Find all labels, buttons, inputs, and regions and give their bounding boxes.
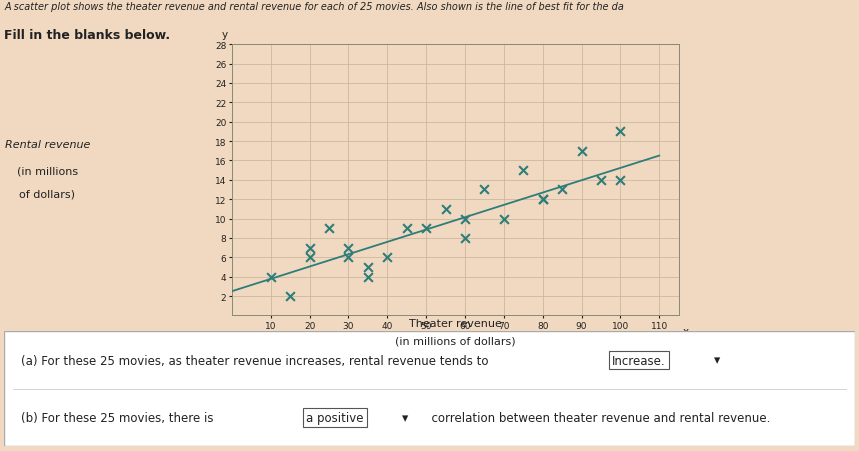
Text: Fill in the blanks below.: Fill in the blanks below. bbox=[4, 29, 170, 42]
Text: A scatter plot shows the theater revenue and rental revenue for each of 25 movie: A scatter plot shows the theater revenue… bbox=[4, 2, 624, 12]
Point bbox=[283, 293, 297, 300]
Point bbox=[458, 216, 472, 223]
Text: y: y bbox=[222, 30, 228, 40]
Text: Theater revenue: Theater revenue bbox=[409, 318, 502, 328]
Text: Increase.: Increase. bbox=[612, 354, 666, 367]
Text: of dollars): of dollars) bbox=[19, 189, 76, 199]
Point bbox=[361, 273, 375, 281]
Point bbox=[381, 254, 394, 261]
Point bbox=[302, 244, 316, 252]
Point bbox=[361, 264, 375, 271]
Text: (in millions of dollars): (in millions of dollars) bbox=[395, 336, 515, 346]
Point bbox=[555, 186, 569, 193]
Point bbox=[497, 216, 511, 223]
Point bbox=[399, 225, 413, 232]
Point bbox=[536, 196, 550, 203]
Text: (a) For these 25 movies, as theater revenue increases, rental revenue tends to: (a) For these 25 movies, as theater reve… bbox=[21, 354, 492, 367]
Point bbox=[516, 167, 530, 175]
Text: correlation between theater revenue and rental revenue.: correlation between theater revenue and … bbox=[423, 411, 770, 424]
Point bbox=[419, 225, 433, 232]
FancyBboxPatch shape bbox=[4, 331, 855, 446]
Point bbox=[302, 254, 316, 261]
Point bbox=[342, 254, 356, 261]
Text: a positive: a positive bbox=[306, 411, 363, 424]
Point bbox=[264, 273, 277, 281]
Point bbox=[613, 129, 627, 136]
Point bbox=[458, 235, 472, 242]
Text: Rental revenue: Rental revenue bbox=[4, 139, 90, 149]
Point bbox=[575, 148, 588, 155]
Point bbox=[322, 225, 336, 232]
Point bbox=[342, 244, 356, 252]
Point bbox=[613, 177, 627, 184]
Point bbox=[536, 196, 550, 203]
Point bbox=[439, 206, 453, 213]
Text: ▾: ▾ bbox=[715, 354, 721, 367]
Text: ▾: ▾ bbox=[402, 411, 409, 424]
Text: (b) For these 25 movies, there is: (b) For these 25 movies, there is bbox=[21, 411, 217, 424]
Text: x: x bbox=[683, 327, 689, 336]
Text: (in millions: (in millions bbox=[16, 166, 78, 176]
Point bbox=[594, 177, 608, 184]
Point bbox=[478, 186, 491, 193]
